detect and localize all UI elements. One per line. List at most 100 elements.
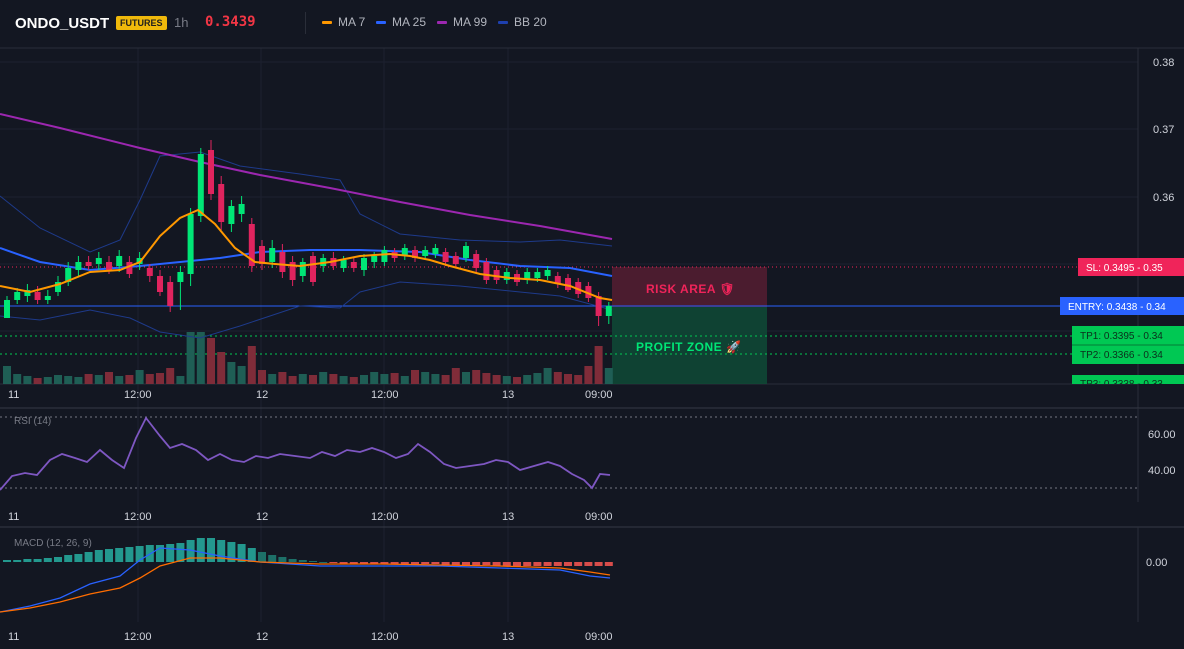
candle-body <box>259 246 265 264</box>
macd-hist-bar <box>543 562 552 566</box>
macd-hist-bar <box>360 562 368 564</box>
volume-bar <box>237 366 246 384</box>
macd-hist-bar <box>54 557 62 562</box>
sl-badge[interactable] <box>1078 258 1184 276</box>
rsi-tick-60: 60.00 <box>1148 429 1176 441</box>
symbol-title[interactable]: ONDO_USDT <box>15 15 110 32</box>
candle-body <box>544 270 551 276</box>
time-label-1200-b: 12:00 <box>371 389 399 401</box>
candle-body <box>238 204 245 214</box>
volume-bar <box>451 368 460 384</box>
macd-hist-bar <box>502 562 511 566</box>
rsi-tick-40: 40.00 <box>1148 465 1176 477</box>
volume-bar <box>380 374 389 384</box>
profit-zone[interactable] <box>612 307 767 384</box>
macd-hist-bar <box>574 562 583 566</box>
macd-hist-bar <box>594 562 603 566</box>
macd-hist-bar <box>135 546 144 562</box>
macd-hist-bar <box>421 562 430 564</box>
volume-bar <box>604 368 613 384</box>
candle-body <box>381 250 388 262</box>
risk-area-zone[interactable] <box>612 267 767 307</box>
volume-bar <box>278 372 287 384</box>
tp3-badge[interactable] <box>1072 375 1184 384</box>
ma99-line <box>0 113 613 240</box>
ma99-swatch <box>437 20 447 24</box>
candle-body <box>157 276 163 292</box>
legend-ma99[interactable]: MA 99 <box>437 15 487 29</box>
bb-upper-line <box>0 151 613 253</box>
macd-hist-bar <box>513 562 521 566</box>
candle-body <box>310 256 316 282</box>
volume-bar <box>145 374 154 384</box>
sl-badge-label: SL: 0.3495 - 0.35 <box>1086 263 1163 274</box>
macd-hist-bar <box>553 562 562 566</box>
candle-body <box>473 254 480 268</box>
price-tick-036: 0.36 <box>1153 192 1174 204</box>
volume-bar <box>564 374 572 384</box>
grid <box>0 48 1138 622</box>
volume-bar <box>23 376 32 384</box>
rsi-time-0900: 09:00 <box>585 511 613 523</box>
candle-body <box>55 282 61 292</box>
legend-ma25[interactable]: MA 25 <box>376 15 426 29</box>
legend-bb20-label: BB 20 <box>514 15 547 29</box>
macd-hist-bar <box>227 542 236 562</box>
candlesticks[interactable] <box>4 140 612 326</box>
ma7-line <box>0 208 613 301</box>
macd-hist-bar <box>411 562 419 564</box>
volume-bar <box>135 370 144 384</box>
volume-bar <box>166 368 175 384</box>
candle-body <box>95 258 102 264</box>
macd-hist-bar <box>339 562 348 564</box>
candle-body <box>208 150 214 194</box>
candle-body <box>463 246 469 258</box>
volume-bar <box>176 376 185 384</box>
macd-hist-bar <box>482 562 491 565</box>
candle-body <box>340 260 347 268</box>
candle-body <box>24 290 31 296</box>
rsi-time-13: 13 <box>502 511 514 523</box>
legend-ma7[interactable]: MA 7 <box>322 15 365 29</box>
ma7-swatch <box>322 20 332 24</box>
rsi-time-11: 11 <box>8 511 19 523</box>
entry-badge-label: ENTRY: 0.3438 - 0.34 <box>1068 302 1166 313</box>
macd-hist-bar <box>3 560 11 562</box>
candle-body <box>75 262 82 270</box>
candle-body <box>14 292 21 300</box>
macd-hist-bar <box>451 562 460 565</box>
volume-bar <box>186 332 195 384</box>
macd-time-11: 11 <box>8 631 19 643</box>
legend-bb20[interactable]: BB 20 <box>498 15 547 29</box>
macd-hist-bar <box>564 562 572 566</box>
volume-bar <box>533 373 542 384</box>
volume-bar <box>156 373 164 384</box>
macd-time-13: 13 <box>502 631 514 643</box>
time-label-1200-a: 12:00 <box>124 389 152 401</box>
macd-hist-bar <box>492 562 501 566</box>
rsi-time-12: 12 <box>256 511 268 523</box>
volume-bar <box>64 376 73 384</box>
candle-body <box>167 282 174 306</box>
volume-bar <box>247 346 256 384</box>
candle-body <box>106 262 112 270</box>
macd-hist-bar <box>319 562 328 563</box>
macd-hist-bar <box>298 560 307 562</box>
volume-bar <box>217 352 226 384</box>
volume-bar <box>207 338 215 384</box>
volume-bar <box>227 362 236 384</box>
volume-bar <box>421 372 430 384</box>
candle-body <box>361 258 367 270</box>
price-tick-037: 0.37 <box>1153 124 1174 136</box>
macd-hist-bar <box>278 557 287 562</box>
candle-body <box>432 248 439 254</box>
time-label-12: 12 <box>256 389 268 401</box>
macd-hist-bar <box>472 562 481 565</box>
candle-body <box>605 306 612 316</box>
volume-bar <box>553 372 562 384</box>
entry-badge[interactable] <box>1060 297 1184 315</box>
volume-bar <box>13 374 22 384</box>
timeframe-selector[interactable]: 1h <box>174 15 189 30</box>
volume-bar <box>339 376 348 384</box>
